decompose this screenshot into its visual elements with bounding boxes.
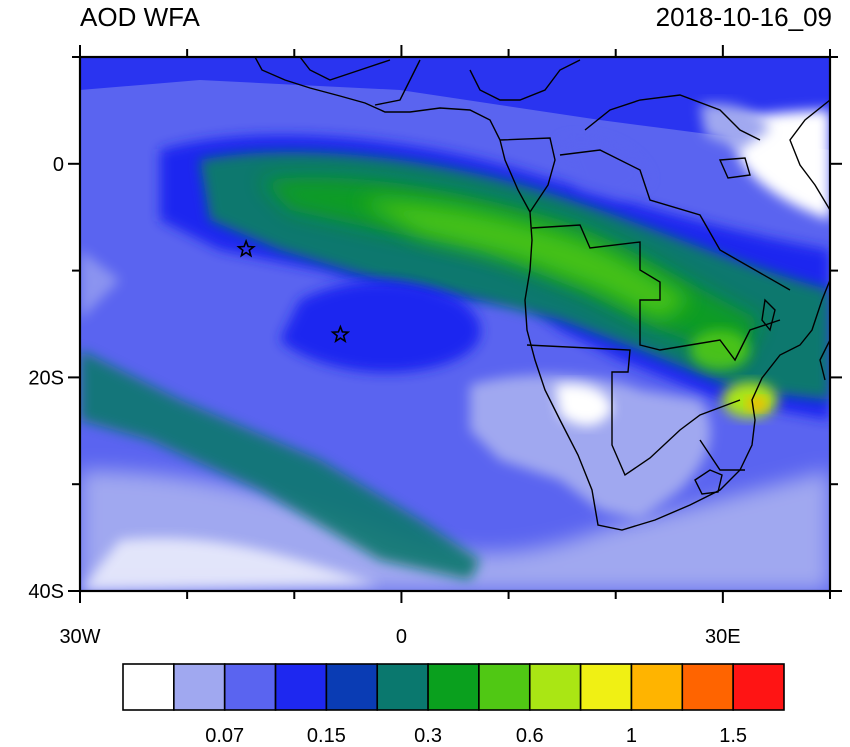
colorbar-swatch: [274, 663, 328, 711]
colorbar-swatch: [173, 663, 226, 711]
map-frame: [78, 55, 832, 593]
colorbar: 0.07 0.15 0.3 0.6 1 1.5: [122, 663, 785, 747]
star-marker-2: [330, 324, 351, 344]
coastlines: [254, 57, 830, 531]
colorbar-swatch: [579, 663, 633, 711]
lat-label: 40S: [28, 581, 64, 603]
colorbar-label: 1.5: [719, 725, 747, 747]
aod-field: [80, 57, 830, 591]
latitude-labels: 0 20S 40S: [28, 154, 64, 603]
map-timestamp: 2018-10-16_09: [655, 2, 832, 32]
colorbar-label: 0.15: [307, 725, 346, 747]
lon-label: 30E: [705, 626, 741, 648]
lat-label: 0: [53, 154, 64, 176]
colorbar-swatch: [427, 663, 480, 711]
colorbar-label: 0.3: [414, 725, 442, 747]
colorbar-swatch: [528, 663, 582, 711]
star-marker-1: [236, 238, 256, 258]
station-markers: [236, 238, 351, 344]
colorbar-swatch: [630, 663, 684, 711]
colorbar-label: 0.6: [516, 725, 544, 747]
map-title: AOD WFA: [80, 2, 200, 32]
colorbar-swatch: [325, 663, 379, 711]
colorbar-label: 1: [626, 725, 637, 747]
lon-label: 30W: [59, 626, 100, 648]
lat-label: 20S: [28, 367, 64, 389]
colorbar-swatch: [223, 663, 277, 711]
axis-ticks: [68, 45, 842, 603]
colorbar-swatch: [681, 663, 734, 711]
lon-label: 0: [396, 626, 407, 648]
colorbar-swatch: [732, 663, 785, 711]
colorbar-swatch: [478, 663, 531, 711]
colorbar-swatch: [376, 663, 429, 711]
colorbar-label: 0.07: [205, 725, 244, 747]
colorbar-swatch: [122, 663, 175, 711]
longitude-labels: 30W 0 30E: [59, 626, 740, 648]
